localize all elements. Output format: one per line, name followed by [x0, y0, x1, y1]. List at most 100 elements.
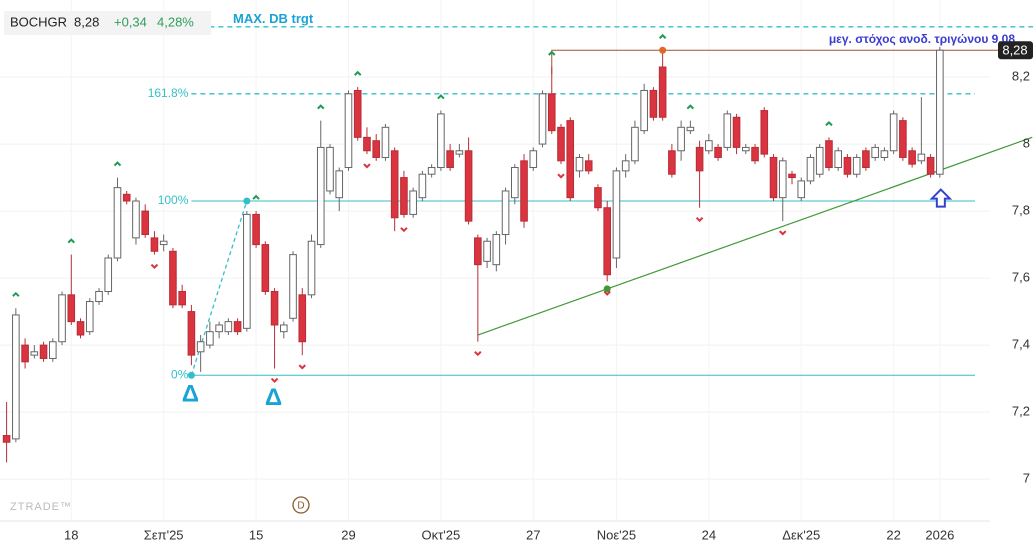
- candle-body: [788, 173, 796, 179]
- change-pct: 4,28%: [157, 14, 194, 29]
- candle-body: [880, 150, 889, 158]
- candle-body: [926, 156, 935, 175]
- candle-body: [224, 321, 233, 333]
- last-price-label: 8,28: [1002, 43, 1027, 58]
- candle-body: [418, 173, 427, 199]
- candle-body: [243, 213, 251, 329]
- triangle-mark: Δ: [182, 381, 199, 408]
- fractal-low: [779, 230, 787, 236]
- y-tick-label: 7: [1023, 471, 1030, 486]
- fractal-high: [317, 104, 325, 110]
- candle-body: [658, 66, 667, 118]
- fractal-low: [557, 173, 565, 179]
- candle-body: [372, 140, 380, 158]
- x-tick-label: 2026: [925, 527, 954, 542]
- fractal-high: [67, 238, 75, 244]
- db-target: MAX. DB trgt: [233, 11, 314, 26]
- candle-body: [95, 290, 103, 303]
- candles: [2, 46, 944, 463]
- candle-body: [104, 257, 113, 292]
- fib-label: 100%: [158, 193, 189, 207]
- candle-body: [732, 116, 741, 148]
- watermark: ZTRADE™: [10, 501, 72, 513]
- candle-body: [464, 150, 473, 222]
- fractal-high: [686, 104, 695, 110]
- y-tick-label: 7,2: [1012, 404, 1030, 419]
- candle-body: [769, 156, 778, 199]
- fractal-high: [252, 194, 260, 200]
- candle-body: [437, 113, 445, 169]
- last-price-line: [551, 49, 1000, 75]
- candle-body: [705, 140, 713, 152]
- candle-body: [400, 177, 408, 215]
- breakout-arrow: [929, 188, 953, 208]
- candle-body: [640, 89, 648, 132]
- candle-body: [538, 93, 547, 145]
- candle-body: [557, 126, 565, 162]
- fractal-low: [695, 217, 704, 223]
- candle-body: [169, 250, 177, 306]
- candle-body: [409, 190, 417, 215]
- candle-body: [12, 314, 20, 440]
- candle-body: [668, 150, 676, 175]
- candle-body: [150, 237, 159, 252]
- candle-body: [612, 170, 621, 259]
- last-price-tag: [998, 41, 1033, 60]
- candle-body: [132, 200, 140, 239]
- candle-body: [67, 294, 76, 323]
- candle-body: [85, 301, 94, 333]
- candle-body: [289, 254, 297, 319]
- candle-body: [335, 170, 344, 199]
- candle-body: [307, 240, 316, 296]
- fractal-high: [548, 50, 556, 56]
- candle-body: [381, 126, 390, 158]
- candle-body: [21, 344, 29, 363]
- candle-body: [631, 126, 639, 162]
- x-tick-label: 27: [526, 527, 540, 542]
- candle-body: [501, 190, 510, 236]
- candle-body: [233, 321, 242, 333]
- candle-body: [390, 150, 399, 219]
- candle-body: [908, 150, 916, 165]
- candle-body: [760, 110, 769, 155]
- candle-body: [889, 113, 898, 152]
- candle-body: [825, 140, 833, 169]
- x-tick-label: Σεπ'25: [144, 527, 184, 542]
- fractal-high: [354, 70, 362, 76]
- peak-dot: [659, 46, 667, 54]
- candle-body: [723, 113, 732, 148]
- candle-body: [58, 294, 66, 343]
- fib-label: 161.8%: [148, 86, 189, 100]
- candle-body: [603, 207, 612, 276]
- overlay: [190, 26, 1033, 376]
- x-tick-label: Οκτ'25: [422, 527, 461, 542]
- candle-body: [363, 136, 371, 152]
- fib-anchor: [243, 197, 251, 205]
- fractal-high: [825, 120, 833, 127]
- fib-anchor: [187, 371, 195, 379]
- candle-body: [621, 160, 630, 172]
- candle-body: [695, 146, 704, 172]
- interval: D: [297, 501, 304, 512]
- y-tick-label: 7,8: [1012, 203, 1030, 218]
- candle-body: [113, 187, 122, 259]
- x-tick-label: 15: [249, 527, 263, 542]
- fractal-low: [150, 263, 159, 270]
- candle-body: [159, 240, 168, 246]
- candle-body: [584, 160, 593, 172]
- y-tick-label: 8,2: [1012, 68, 1030, 83]
- x-tick-label: 18: [64, 527, 78, 542]
- x-tick-label: Δεκ'25: [782, 527, 820, 542]
- candle-body: [270, 290, 279, 326]
- candle-body: [520, 160, 528, 222]
- change: +0,34: [114, 14, 147, 29]
- candle-body: [427, 167, 436, 175]
- candle-body: [30, 351, 39, 356]
- x-tick-label: Νοε'25: [597, 527, 636, 542]
- candle-body: [843, 156, 852, 175]
- candle-body: [206, 331, 214, 346]
- candle-body: [677, 126, 685, 152]
- candle-body: [547, 93, 556, 132]
